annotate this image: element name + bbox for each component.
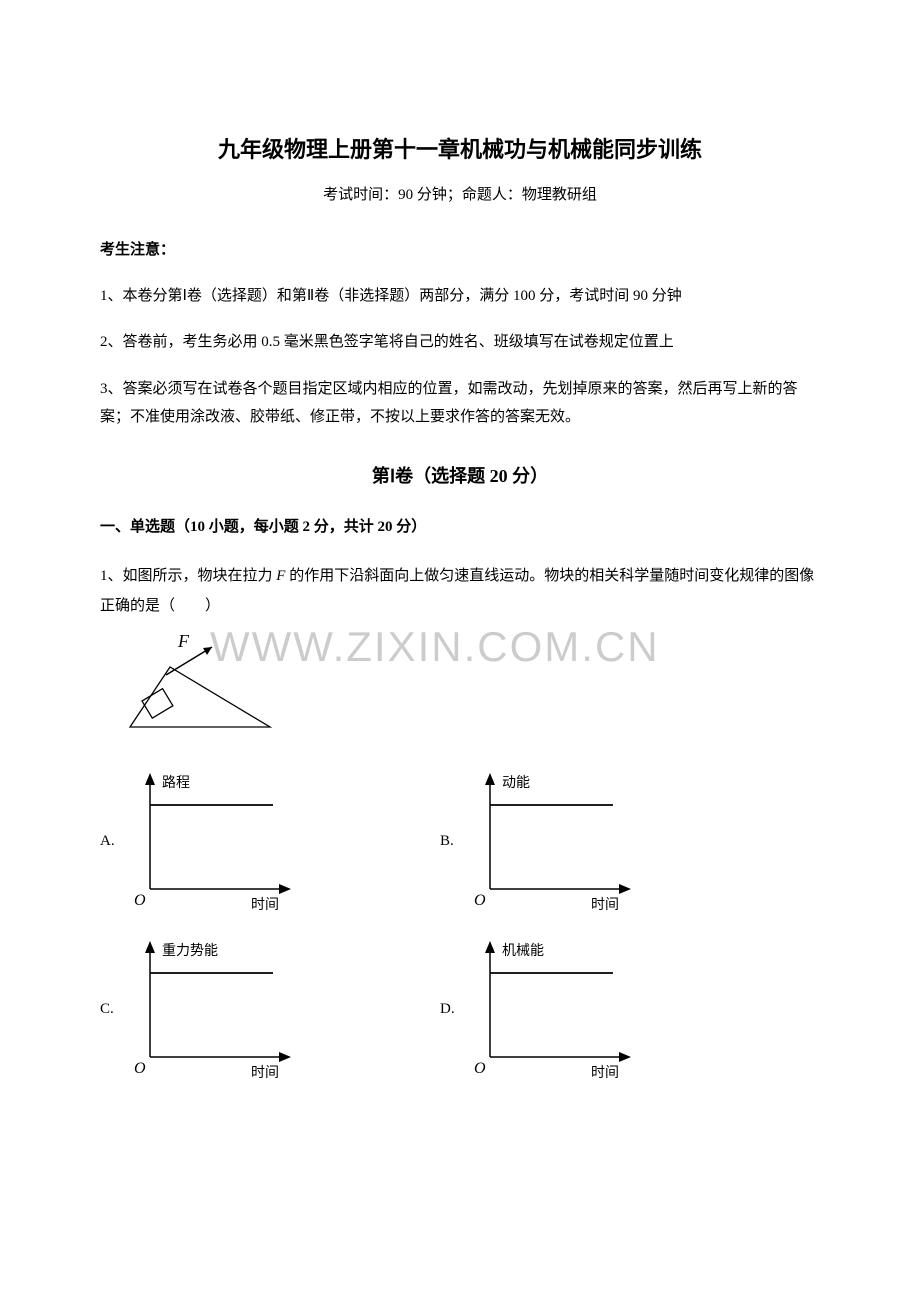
chart-cell-a: A. 路程时间 O (100, 767, 440, 917)
block-rect (142, 689, 173, 719)
chart-label-c: C. (100, 996, 118, 1023)
question-type-header: 一、单选题（10 小题，每小题 2 分，共计 20 分） (100, 514, 820, 541)
chart-b: 动能时间 O (462, 767, 637, 917)
chart-d: 机械能时间 O (462, 935, 637, 1085)
svg-text:时间: 时间 (591, 897, 619, 913)
svg-text:路程: 路程 (162, 775, 190, 791)
notice-header: 考生注意： (100, 237, 820, 264)
incline-svg: F (120, 629, 290, 739)
q1-text-before: 1、如图所示，物块在拉力 (100, 568, 276, 584)
svg-text:时间: 时间 (251, 897, 279, 913)
page-title: 九年级物理上册第十一章机械功与机械能同步训练 (100, 130, 820, 170)
block-group (142, 689, 173, 719)
chart-label-b: B. (440, 828, 458, 855)
svg-text:O: O (134, 1060, 146, 1077)
chart-cell-b: B. 动能时间 O (440, 767, 780, 917)
notice-item-3: 3、答案必须写在试卷各个题目指定区域内相应的位置，如需改动，先划掉原来的答案，然… (100, 375, 820, 432)
section-title: 第Ⅰ卷（选择题 20 分） (100, 460, 820, 492)
chart-a: 路程时间 O (122, 767, 297, 917)
svg-text:时间: 时间 (591, 1065, 619, 1081)
notice-item-1: 1、本卷分第Ⅰ卷（选择题）和第Ⅱ卷（非选择题）两部分，满分 100 分，考试时间… (100, 282, 820, 311)
chart-c: 重力势能时间 O (122, 935, 297, 1085)
svg-text:动能: 动能 (502, 775, 530, 791)
incline-triangle (130, 667, 270, 727)
svg-text:机械能: 机械能 (502, 943, 544, 959)
chart-cell-d: D. 机械能时间 O (440, 935, 780, 1085)
chart-cell-c: C. 重力势能时间 O (100, 935, 440, 1085)
chart-label-d: D. (440, 996, 458, 1023)
chart-row-1: A. 路程时间 O B. 动能时间 O (100, 767, 820, 917)
chart-label-a: A. (100, 828, 118, 855)
svg-text:时间: 时间 (251, 1065, 279, 1081)
notice-item-2: 2、答卷前，考生务必用 0.5 毫米黑色签字笔将自己的姓名、班级填写在试卷规定位… (100, 328, 820, 357)
chart-row-2: C. 重力势能时间 O D. 机械能时间 O (100, 935, 820, 1085)
svg-text:O: O (134, 892, 146, 909)
svg-text:重力势能: 重力势能 (162, 943, 218, 959)
svg-text:O: O (474, 892, 486, 909)
force-label: F (177, 631, 190, 651)
subtitle: 考试时间：90 分钟；命题人：物理教研组 (100, 182, 820, 209)
svg-text:O: O (474, 1060, 486, 1077)
question-1-text: 1、如图所示，物块在拉力 F 的作用下沿斜面向上做匀速直线运动。物块的相关科学量… (100, 561, 820, 621)
incline-diagram: F (120, 629, 820, 749)
